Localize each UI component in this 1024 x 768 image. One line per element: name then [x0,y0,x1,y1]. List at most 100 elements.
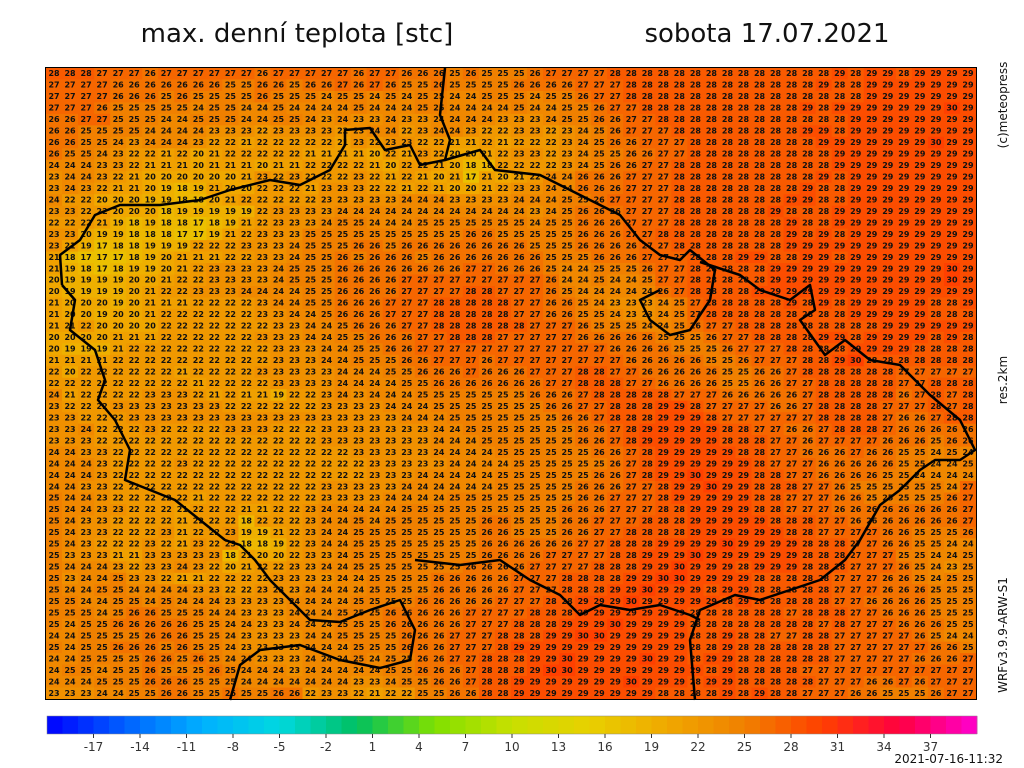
temperature-label: 26 [658,379,670,388]
temperature-label: 29 [834,276,846,285]
temperature-label: 23 [337,413,348,422]
temperature-label: 22 [241,253,252,262]
temperature-cell [398,102,416,115]
temperature-cell [110,217,127,230]
temperature-label: 29 [898,322,910,331]
temperature-label: 29 [898,150,910,159]
temperature-label: 26 [578,517,590,526]
temperature-cell [703,182,720,195]
temperature-label: 28 [834,402,846,411]
temperature-label: 21 [177,540,189,549]
temperature-label: 19 [97,345,109,354]
temperature-cell [206,113,223,126]
temperature-label: 29 [738,551,750,560]
temperature-label: 26 [465,241,477,250]
temperature-label: 19 [64,345,76,354]
temperature-cell [767,159,785,172]
temperature-label: 26 [594,333,606,342]
temperature-cell [575,217,592,230]
temperature-label: 26 [353,310,365,319]
temperature-label: 22 [289,184,300,193]
temperature-cell [943,79,961,92]
temperature-label: 25 [546,517,558,526]
temperature-cell [751,217,769,230]
temperature-label: 23 [273,310,284,319]
temperature-label: 22 [225,299,236,308]
temperature-label: 25 [449,505,461,514]
temperature-cell [270,136,288,149]
temperature-label: 26 [594,253,606,262]
temperature-cell [430,171,448,184]
temperature-label: 26 [449,241,461,250]
temperature-label: 23 [177,413,188,422]
temperature-label: 29 [674,471,686,480]
temperature-label: 27 [882,413,893,422]
temperature-label: 25 [353,540,365,549]
temperature-label: 23 [385,138,396,147]
temperature-label: 25 [417,253,429,262]
temperature-label: 26 [594,230,606,239]
temperature-label: 25 [513,425,525,434]
temperature-cell [943,68,961,80]
temperature-cell [719,182,736,195]
temperature-label: 28 [674,517,686,526]
temperature-label: 28 [946,299,958,308]
temperature-label: 26 [658,356,670,365]
temperature-label: 26 [914,505,926,514]
temperature-label: 28 [738,92,750,101]
temperature-label: 29 [898,333,910,342]
temperature-cell [783,171,801,184]
temperature-label: 22 [48,368,59,377]
temperature-label: 25 [610,264,622,273]
temperature-cell [46,217,63,230]
temperature-label: 26 [129,92,141,101]
temperature-label: 22 [321,448,332,457]
temperature-label: 26 [642,356,654,365]
temperature-label: 29 [914,161,926,170]
temperature-label: 26 [417,241,429,250]
temperature-label: 24 [433,436,445,445]
temperature-label: 28 [690,138,702,147]
temperature-label: 22 [305,482,316,491]
temperature-label: 28 [770,241,782,250]
temperature-label: 29 [914,184,926,193]
temperature-cell [751,90,769,103]
temperature-cell [527,113,544,126]
temperature-cell [511,125,528,138]
temperature-label: 27 [546,322,557,331]
temperature-label: 25 [594,459,606,468]
temperature-cell [142,228,159,241]
temperature-cell [927,125,945,138]
temperature-label: 22 [289,436,300,445]
temperature-label: 27 [449,276,460,285]
temperature-label: 25 [529,413,541,422]
temperature-label: 24 [658,299,670,308]
temperature-label: 23 [417,115,428,124]
temperature-label: 25 [914,528,926,537]
temperature-label: 28 [433,299,445,308]
temperature-label: 25 [706,356,718,365]
temperature-label: 25 [497,494,509,503]
temperature-cell [94,182,111,195]
temperature-label: 23 [48,172,59,181]
temperature-label: 26 [914,517,926,526]
temperature-label: 28 [738,448,750,457]
temperature-cell [318,102,336,115]
temperature-cell [559,90,576,103]
temperature-label: 27 [401,310,412,319]
temperature-cell [575,205,592,218]
temperature-label: 28 [850,368,862,377]
temperature-label: 25 [241,81,253,90]
temperature-label: 29 [802,184,814,193]
temperature-label: 29 [674,448,686,457]
temperature-label: 28 [914,356,926,365]
temperature-label: 23 [562,127,573,136]
temperature-label: 19 [97,276,109,285]
temperature-label: 25 [513,494,525,503]
temperature-label: 21 [417,172,429,181]
temperature-cell [158,194,175,207]
temperature-label: 22 [129,356,140,365]
temperature-cell [943,194,961,207]
temperature-label: 28 [770,253,782,262]
temperature-label: 28 [786,104,798,113]
